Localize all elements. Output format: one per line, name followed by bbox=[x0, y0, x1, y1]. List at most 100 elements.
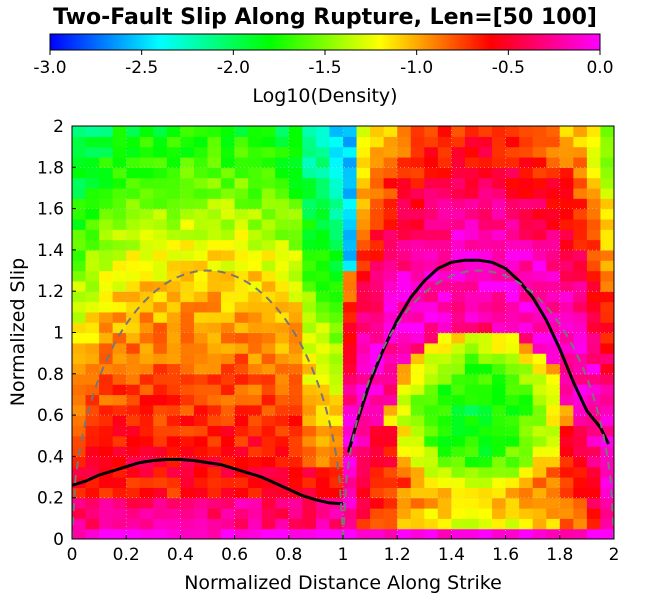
heatmap-cell bbox=[180, 301, 195, 313]
heatmap-cell bbox=[519, 508, 534, 519]
heatmap-cell bbox=[437, 373, 452, 385]
heatmap-cell bbox=[492, 198, 507, 210]
heatmap-cell bbox=[193, 322, 209, 334]
heatmap-cell bbox=[315, 373, 331, 385]
heatmap-cell bbox=[546, 167, 561, 179]
heatmap-cell bbox=[207, 311, 222, 323]
heatmap-cell bbox=[370, 198, 385, 210]
heatmap-cell bbox=[492, 301, 507, 313]
heatmap-cell bbox=[532, 404, 547, 416]
heatmap-cell bbox=[343, 322, 358, 334]
heatmap-cell bbox=[410, 508, 425, 519]
heatmap-cell bbox=[370, 146, 385, 158]
heatmap-cell bbox=[302, 342, 317, 354]
heatmap-cell bbox=[451, 342, 466, 354]
heatmap-cell bbox=[275, 332, 290, 344]
heatmap-cell bbox=[410, 177, 425, 189]
heatmap-cell bbox=[343, 167, 358, 179]
heatmap-cell bbox=[573, 291, 588, 303]
heatmap-cell bbox=[261, 497, 276, 509]
heatmap-cell bbox=[464, 446, 480, 457]
heatmap-cell bbox=[248, 311, 263, 323]
heatmap-cell bbox=[464, 456, 480, 468]
heatmap-cell bbox=[315, 177, 331, 189]
heatmap-cell bbox=[437, 239, 452, 251]
heatmap-cell bbox=[288, 218, 303, 230]
heatmap-cell bbox=[85, 404, 100, 416]
heatmap-cell bbox=[410, 353, 425, 365]
heatmap-cell bbox=[221, 156, 236, 168]
heatmap-cell bbox=[410, 239, 425, 251]
heatmap-cell bbox=[248, 280, 263, 292]
heatmap-cell bbox=[519, 311, 534, 323]
heatmap-cell bbox=[85, 466, 100, 478]
heatmap-cell bbox=[343, 456, 358, 468]
heatmap-cell bbox=[397, 260, 412, 272]
heatmap-cell bbox=[275, 156, 290, 168]
x-tick-label: 1 bbox=[338, 545, 349, 565]
heatmap-cell bbox=[410, 260, 425, 272]
heatmap-cell bbox=[288, 208, 303, 220]
heatmap-cell bbox=[356, 177, 371, 189]
heatmap-cell bbox=[166, 508, 181, 519]
heatmap-cell bbox=[288, 156, 303, 168]
heatmap-cell bbox=[180, 332, 195, 344]
heatmap-cell bbox=[478, 270, 493, 282]
heatmap-cell bbox=[153, 187, 168, 199]
heatmap-cell bbox=[207, 363, 222, 375]
heatmap-cell bbox=[546, 373, 561, 385]
heatmap-cell bbox=[397, 373, 412, 385]
heatmap-cell bbox=[464, 332, 480, 344]
heatmap-cell bbox=[112, 322, 127, 334]
heatmap-cell bbox=[573, 156, 588, 168]
heatmap-cell bbox=[383, 208, 398, 220]
heatmap-cell bbox=[315, 466, 331, 478]
heatmap-cell bbox=[586, 446, 602, 457]
heatmap-cell bbox=[451, 332, 466, 344]
heatmap-cell bbox=[505, 218, 520, 230]
heatmap-cell bbox=[343, 208, 358, 220]
heatmap-cell bbox=[424, 342, 439, 354]
heatmap-cell bbox=[559, 446, 574, 457]
heatmap-cell bbox=[153, 218, 168, 230]
heatmap-cell bbox=[315, 249, 331, 261]
heatmap-cell bbox=[410, 466, 425, 478]
heatmap-cell bbox=[424, 311, 439, 323]
heatmap-cell bbox=[356, 311, 371, 323]
heatmap-cell bbox=[275, 239, 290, 251]
heatmap-cell bbox=[112, 415, 127, 427]
heatmap-cell bbox=[275, 518, 290, 530]
heatmap-cell bbox=[85, 260, 100, 272]
heatmap-cell bbox=[234, 146, 249, 158]
heatmap-cell bbox=[126, 177, 141, 189]
heatmap-cell bbox=[478, 187, 493, 199]
heatmap-cell bbox=[275, 446, 290, 457]
heatmap-cell bbox=[478, 384, 493, 396]
heatmap-cell bbox=[193, 198, 209, 210]
heatmap-cell bbox=[397, 342, 412, 354]
heatmap-cell bbox=[519, 270, 534, 282]
heatmap-cell bbox=[546, 404, 561, 416]
heatmap-cell bbox=[600, 528, 614, 539]
heatmap-cell bbox=[126, 187, 141, 199]
heatmap-cell bbox=[519, 218, 534, 230]
heatmap-cell bbox=[193, 229, 209, 241]
heatmap-cell bbox=[302, 146, 317, 158]
heatmap-cell bbox=[193, 270, 209, 282]
heatmap-cell bbox=[343, 260, 358, 272]
heatmap-cell bbox=[370, 187, 385, 199]
heatmap-cell bbox=[72, 156, 87, 168]
heatmap-cell bbox=[99, 177, 114, 189]
heatmap-cell bbox=[586, 518, 602, 530]
heatmap-cell bbox=[600, 229, 614, 241]
heatmap-cell bbox=[505, 342, 520, 354]
heatmap-cell bbox=[207, 260, 222, 272]
heatmap-cell bbox=[356, 229, 371, 241]
heatmap-cell bbox=[559, 528, 574, 539]
heatmap-cell bbox=[383, 126, 398, 137]
heatmap-cell bbox=[424, 177, 439, 189]
heatmap-cell bbox=[329, 126, 344, 137]
heatmap-cell bbox=[437, 208, 452, 220]
heatmap-cell bbox=[532, 508, 547, 519]
heatmap-cell bbox=[532, 363, 547, 375]
